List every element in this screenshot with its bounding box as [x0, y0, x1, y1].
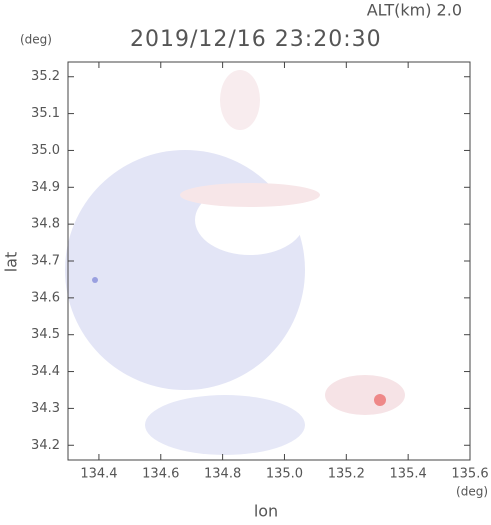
y-unit: (deg) [20, 33, 52, 47]
y-tick-label: 35.0 [31, 143, 60, 158]
echo-band [180, 183, 320, 207]
x-tick-label: 135.4 [390, 467, 427, 482]
y-tick-label: 34.2 [31, 438, 60, 453]
echo-north [220, 70, 260, 130]
x-axis-label: lon [254, 502, 278, 521]
x-tick-label: 134.6 [142, 467, 179, 482]
x-tick-label: 135.2 [328, 467, 365, 482]
x-tick-label: 134.8 [204, 467, 241, 482]
x-tick-label: 135.6 [451, 467, 488, 482]
y-tick-label: 34.4 [31, 364, 60, 379]
y-tick-label: 34.6 [31, 290, 60, 305]
x-unit: (deg) [456, 485, 488, 499]
x-tick-label: 134.4 [80, 467, 117, 482]
y-axis-label: lat [2, 252, 21, 273]
echo-spot [92, 277, 98, 283]
y-tick-label: 35.2 [31, 69, 60, 84]
echo-south [145, 395, 305, 455]
x-tick-label: 135.0 [266, 467, 303, 482]
y-tick-label: 34.3 [31, 401, 60, 416]
radar-field [65, 70, 405, 455]
y-tick-label: 34.7 [31, 254, 60, 269]
y-tick-label: 34.8 [31, 217, 60, 232]
echo-east [325, 375, 405, 415]
altitude-label: ALT(km) 2.0 [367, 1, 462, 20]
chart-title: 2019/12/16 23:20:30 [130, 27, 382, 52]
y-tick-label: 35.1 [31, 106, 60, 121]
echo-spot [374, 394, 386, 406]
y-tick-label: 34.5 [31, 327, 60, 342]
y-tick-label: 34.9 [31, 180, 60, 195]
